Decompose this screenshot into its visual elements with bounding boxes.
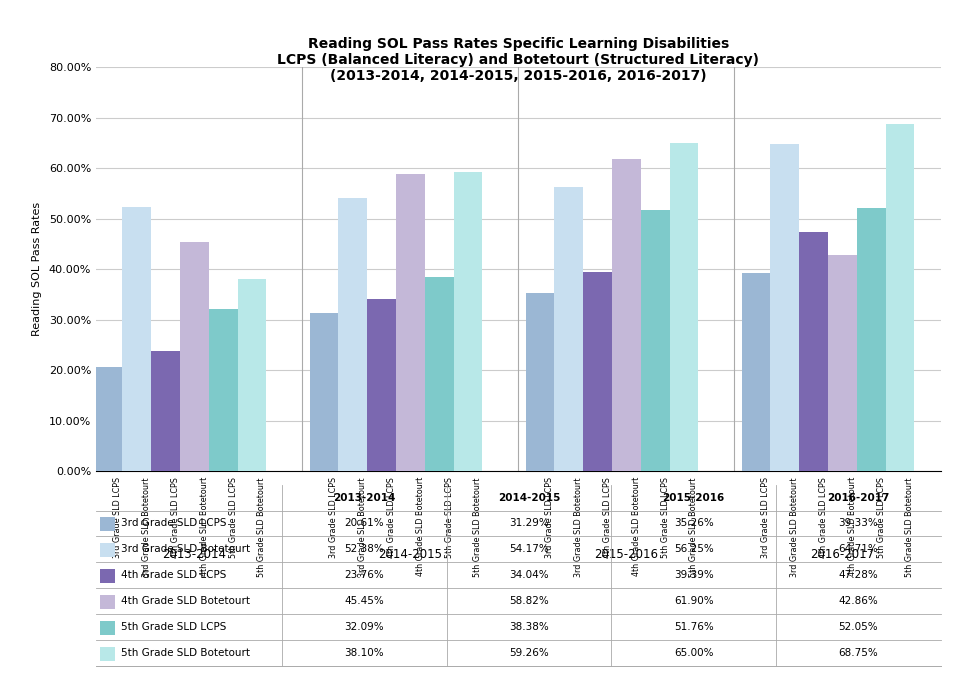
Bar — [151, 351, 180, 471]
Text: 47.28%: 47.28% — [838, 571, 878, 580]
Text: 3rd Grade SLD Botetourt: 3rd Grade SLD Botetourt — [574, 477, 584, 577]
Text: 3rd Grade SLD LCPS: 3rd Grade SLD LCPS — [113, 477, 123, 559]
Text: 38.38%: 38.38% — [509, 623, 549, 633]
Bar — [93, 367, 123, 471]
Text: 4th Grade SLD Botetourt: 4th Grade SLD Botetourt — [632, 477, 641, 576]
Text: 61.90%: 61.90% — [674, 596, 713, 606]
Bar — [828, 255, 856, 471]
Bar — [123, 207, 151, 471]
Text: 4th Grade SLD LCPS: 4th Grade SLD LCPS — [121, 571, 227, 580]
Text: 3rd Grade SLD Botetourt: 3rd Grade SLD Botetourt — [121, 544, 251, 555]
Text: 45.45%: 45.45% — [345, 596, 384, 606]
Bar — [238, 279, 267, 471]
Bar — [525, 293, 555, 471]
Text: 23.76%: 23.76% — [345, 571, 384, 580]
Text: 59.26%: 59.26% — [509, 648, 549, 658]
Bar — [584, 273, 612, 471]
Bar — [209, 309, 238, 471]
Bar — [770, 145, 799, 471]
Text: 4th Grade SLD LCPS: 4th Grade SLD LCPS — [171, 477, 180, 558]
Text: 2013-2014: 2013-2014 — [333, 493, 396, 503]
Text: 2014-2015: 2014-2015 — [498, 493, 560, 503]
Text: 34.04%: 34.04% — [509, 571, 549, 580]
Bar — [741, 273, 770, 471]
Text: 5th Grade SLD Botetourt: 5th Grade SLD Botetourt — [689, 477, 698, 577]
Text: 39.39%: 39.39% — [674, 571, 713, 580]
Text: 5th Grade SLD Botetourt: 5th Grade SLD Botetourt — [121, 648, 251, 658]
Text: 3rd Grade SLD Botetourt: 3rd Grade SLD Botetourt — [142, 477, 151, 577]
Bar — [396, 174, 424, 471]
Bar — [555, 187, 584, 471]
Bar — [612, 159, 641, 471]
Text: 5th Grade SLD Botetourt: 5th Grade SLD Botetourt — [905, 477, 914, 577]
Text: 5th Grade SLD LCPS: 5th Grade SLD LCPS — [228, 477, 238, 558]
Text: 5th Grade SLD Botetourt: 5th Grade SLD Botetourt — [473, 477, 483, 577]
Bar — [100, 543, 115, 557]
Text: 4th Grade SLD Botetourt: 4th Grade SLD Botetourt — [848, 477, 856, 576]
Text: 32.09%: 32.09% — [345, 623, 384, 633]
Bar — [100, 518, 115, 531]
Bar — [100, 621, 115, 635]
Text: 4th Grade SLD LCPS: 4th Grade SLD LCPS — [819, 477, 828, 558]
Text: 68.75%: 68.75% — [838, 648, 878, 658]
Text: 54.17%: 54.17% — [509, 544, 549, 555]
Text: 5th Grade SLD LCPS: 5th Grade SLD LCPS — [660, 477, 669, 558]
Bar — [309, 313, 338, 471]
Bar — [100, 595, 115, 608]
Bar — [799, 232, 828, 471]
Text: 2013-2014: 2013-2014 — [162, 548, 227, 561]
Text: Reading SOL Pass Rates Specific Learning Disabilities
LCPS (Balanced Literacy) a: Reading SOL Pass Rates Specific Learning… — [277, 37, 759, 83]
Text: 35.26%: 35.26% — [674, 518, 713, 528]
Text: 51.76%: 51.76% — [674, 623, 713, 633]
Text: 4th Grade SLD LCPS: 4th Grade SLD LCPS — [603, 477, 612, 558]
Text: 5th Grade SLD Botetourt: 5th Grade SLD Botetourt — [257, 477, 266, 577]
Bar — [856, 209, 885, 471]
Bar — [641, 210, 670, 471]
Bar — [453, 172, 482, 471]
Text: 2015-2016: 2015-2016 — [594, 548, 659, 561]
Bar — [100, 569, 115, 583]
Text: 31.29%: 31.29% — [509, 518, 549, 528]
Text: 2016-2017: 2016-2017 — [828, 493, 890, 503]
Text: 5th Grade SLD LCPS: 5th Grade SLD LCPS — [444, 477, 453, 558]
Text: 56.25%: 56.25% — [674, 544, 713, 555]
Text: 52.05%: 52.05% — [839, 623, 878, 633]
Text: 4th Grade SLD Botetourt: 4th Grade SLD Botetourt — [416, 477, 424, 576]
Text: 52.38%: 52.38% — [345, 544, 384, 555]
Text: 5th Grade SLD LCPS: 5th Grade SLD LCPS — [121, 623, 227, 633]
Text: 5th Grade SLD LCPS: 5th Grade SLD LCPS — [876, 477, 885, 558]
Bar — [424, 277, 453, 471]
Text: 4th Grade SLD LCPS: 4th Grade SLD LCPS — [387, 477, 396, 558]
Text: 58.82%: 58.82% — [509, 596, 549, 606]
Bar — [338, 198, 367, 471]
Text: 3rd Grade SLD LCPS: 3rd Grade SLD LCPS — [761, 477, 770, 559]
Text: 3rd Grade SLD LCPS: 3rd Grade SLD LCPS — [329, 477, 338, 559]
Text: 39.33%: 39.33% — [838, 518, 878, 528]
Text: 2014-2015: 2014-2015 — [378, 548, 443, 561]
Text: 4th Grade SLD Botetourt: 4th Grade SLD Botetourt — [121, 596, 251, 606]
Text: 65.00%: 65.00% — [674, 648, 713, 658]
Text: 2016-2017: 2016-2017 — [810, 548, 875, 561]
Text: 2015-2016: 2015-2016 — [662, 493, 725, 503]
Text: 20.61%: 20.61% — [345, 518, 384, 528]
Text: 3rd Grade SLD Botetourt: 3rd Grade SLD Botetourt — [790, 477, 799, 577]
Bar — [367, 299, 396, 471]
Text: 4th Grade SLD Botetourt: 4th Grade SLD Botetourt — [200, 477, 209, 576]
Bar — [100, 647, 115, 661]
Bar — [180, 242, 209, 471]
Text: 3rd Grade SLD LCPS: 3rd Grade SLD LCPS — [545, 477, 555, 559]
Text: 3rd Grade SLD LCPS: 3rd Grade SLD LCPS — [121, 518, 227, 528]
Text: 3rd Grade SLD Botetourt: 3rd Grade SLD Botetourt — [358, 477, 368, 577]
Bar — [669, 143, 698, 471]
Text: 42.86%: 42.86% — [838, 596, 878, 606]
Bar — [885, 124, 914, 471]
Text: 38.10%: 38.10% — [345, 648, 384, 658]
Y-axis label: Reading SOL Pass Rates: Reading SOL Pass Rates — [32, 202, 42, 336]
Text: 64.71%: 64.71% — [838, 544, 878, 555]
